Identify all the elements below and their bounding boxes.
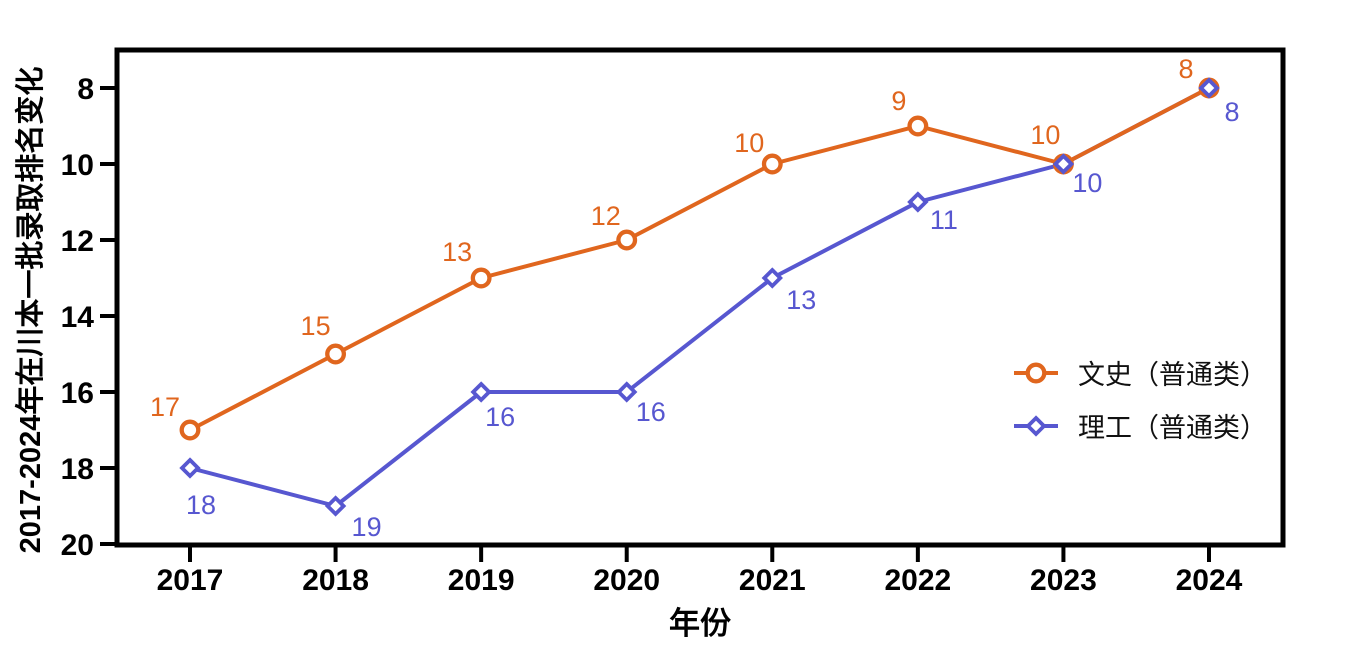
data-label-1-2020: 16	[636, 397, 666, 427]
y-axis-title: 2017-2024年在川本一批录取排名变化	[13, 67, 47, 554]
data-label-0-2019: 13	[442, 237, 472, 267]
point-marker-diamond-2021	[761, 267, 783, 289]
plot-area: 8 10 12 14 16 18 20 2017 2018 2019 2020 2021 2022 202…	[61, 54, 1243, 597]
x-tick-label: 2017	[157, 564, 224, 597]
data-label-1-2023: 10	[1072, 168, 1102, 198]
y-tick-label: 8	[77, 73, 94, 106]
legend-label-ligong: 理工（普通类）	[1078, 413, 1267, 443]
x-tick-label: 2021	[739, 564, 806, 597]
point-marker-circle-2020	[616, 229, 638, 251]
data-label-0-2023: 10	[1030, 120, 1060, 150]
data-label-1-2018: 19	[352, 512, 382, 542]
data-label-0-2021: 10	[734, 128, 764, 158]
series-line-0	[189, 86, 1210, 432]
point-marker-diamond-2017	[179, 457, 201, 479]
legend-marker-circle	[1025, 362, 1047, 384]
y-tick-label: 10	[61, 149, 94, 182]
x-tick-label: 2020	[593, 564, 660, 597]
point-marker-circle-2021	[761, 153, 783, 175]
x-tick-label: 2018	[302, 564, 369, 597]
data-label-0-2020: 12	[591, 201, 621, 231]
x-tick-label: 2024	[1176, 564, 1243, 597]
data-label-1-2017: 18	[186, 490, 216, 520]
data-label-1-2024: 8	[1224, 97, 1239, 127]
y-tick-label: 14	[61, 301, 95, 334]
y-tick-label: 12	[61, 225, 94, 258]
point-marker-circle-2019	[470, 267, 492, 289]
data-label-0-2024: 8	[1178, 54, 1193, 84]
data-label-0-2017: 17	[150, 392, 180, 422]
legend-markers	[1014, 362, 1058, 437]
data-label-1-2021: 13	[786, 285, 816, 315]
legend-label-wenshi: 文史（普通类）	[1078, 360, 1267, 390]
data-label-1-2019: 16	[485, 402, 515, 432]
plot-frame	[114, 47, 1286, 548]
point-marker-diamond-2022	[907, 191, 929, 213]
y-tick-label: 16	[61, 377, 94, 410]
data-label-0-2022: 9	[891, 86, 906, 116]
point-marker-diamond-2023	[1052, 153, 1075, 175]
point-marker-circle-2018	[325, 343, 347, 365]
data-label-1-2022: 11	[930, 205, 958, 235]
point-marker-diamond-2024	[1198, 77, 1220, 99]
y-tick-label: 18	[61, 453, 94, 486]
x-tick-label: 2022	[884, 564, 951, 597]
point-marker-diamond-2020	[616, 381, 638, 403]
point-marker-diamond-2019	[470, 381, 492, 403]
data-label-0-2018: 15	[301, 311, 331, 341]
point-marker-circle-2022	[907, 115, 929, 137]
legend: 文史（普通类） 理工（普通类）	[1014, 360, 1267, 443]
point-marker-circle-2017	[179, 419, 201, 441]
x-tick-label: 2019	[448, 564, 515, 597]
x-tick-label: 2023	[1030, 564, 1097, 597]
point-marker-diamond-2018	[324, 495, 347, 517]
x-axis-title: 年份	[669, 606, 731, 641]
y-tick-label: 20	[61, 529, 94, 562]
legend-marker-diamond	[1025, 415, 1047, 437]
series-line-1	[189, 86, 1210, 508]
